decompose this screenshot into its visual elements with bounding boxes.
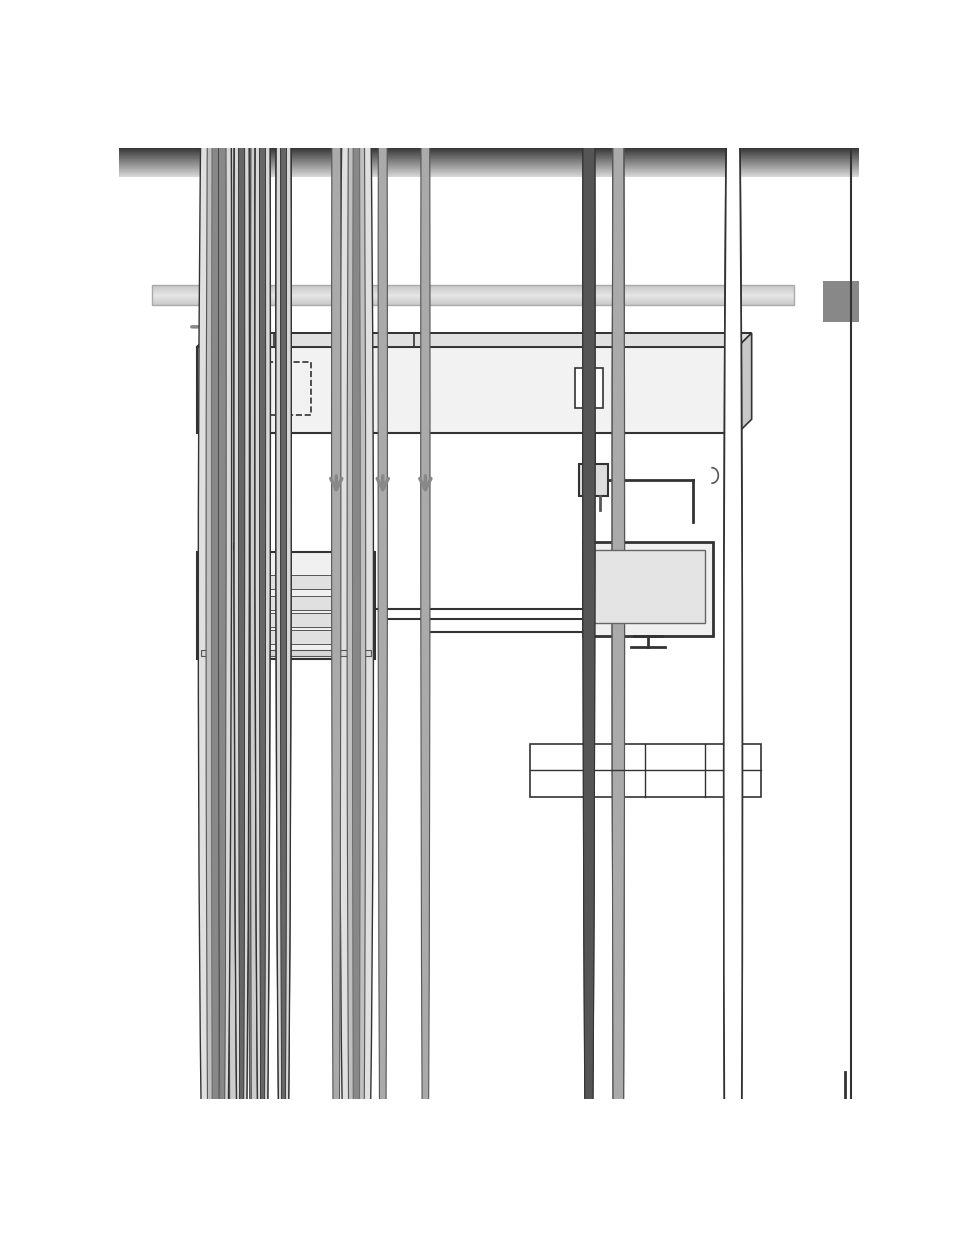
Bar bbox=[239, 614, 332, 627]
Ellipse shape bbox=[233, 0, 249, 1235]
Bar bbox=[239, 630, 332, 645]
Bar bbox=[582, 542, 712, 636]
Ellipse shape bbox=[238, 0, 245, 1235]
Ellipse shape bbox=[280, 0, 286, 1235]
Bar bbox=[822, 280, 858, 322]
Bar bbox=[233, 362, 311, 415]
Ellipse shape bbox=[339, 0, 373, 1235]
Ellipse shape bbox=[723, 0, 741, 1235]
Bar bbox=[590, 550, 704, 622]
Bar bbox=[196, 552, 375, 659]
Ellipse shape bbox=[353, 0, 360, 1235]
Ellipse shape bbox=[238, 0, 245, 1235]
Ellipse shape bbox=[275, 0, 291, 1235]
Ellipse shape bbox=[198, 0, 233, 1235]
Ellipse shape bbox=[259, 0, 266, 1235]
Ellipse shape bbox=[420, 0, 430, 1235]
Ellipse shape bbox=[275, 0, 291, 1235]
Polygon shape bbox=[196, 333, 751, 347]
Ellipse shape bbox=[612, 0, 624, 1235]
Ellipse shape bbox=[250, 0, 261, 1235]
Ellipse shape bbox=[218, 0, 226, 1235]
Polygon shape bbox=[737, 333, 751, 433]
Ellipse shape bbox=[212, 0, 219, 1235]
Ellipse shape bbox=[347, 0, 365, 1235]
Ellipse shape bbox=[377, 0, 387, 1235]
Ellipse shape bbox=[612, 0, 624, 1235]
Bar bbox=[152, 285, 793, 305]
Ellipse shape bbox=[229, 0, 239, 1235]
Ellipse shape bbox=[582, 0, 595, 1235]
Bar bbox=[239, 574, 332, 589]
Ellipse shape bbox=[248, 0, 261, 1235]
Ellipse shape bbox=[259, 0, 266, 1235]
Ellipse shape bbox=[280, 0, 286, 1235]
Ellipse shape bbox=[332, 0, 340, 1235]
Ellipse shape bbox=[233, 0, 249, 1235]
Bar bbox=[530, 745, 760, 797]
Ellipse shape bbox=[206, 0, 224, 1235]
Ellipse shape bbox=[213, 0, 232, 1235]
Ellipse shape bbox=[227, 0, 241, 1235]
Bar bbox=[575, 368, 602, 409]
Bar bbox=[578, 464, 608, 496]
Bar bbox=[196, 347, 737, 433]
Ellipse shape bbox=[612, 0, 624, 1235]
Ellipse shape bbox=[254, 0, 270, 1235]
Ellipse shape bbox=[723, 0, 741, 1235]
Ellipse shape bbox=[254, 0, 270, 1235]
Bar bbox=[200, 651, 371, 656]
Bar bbox=[239, 597, 332, 610]
Ellipse shape bbox=[582, 0, 595, 1235]
